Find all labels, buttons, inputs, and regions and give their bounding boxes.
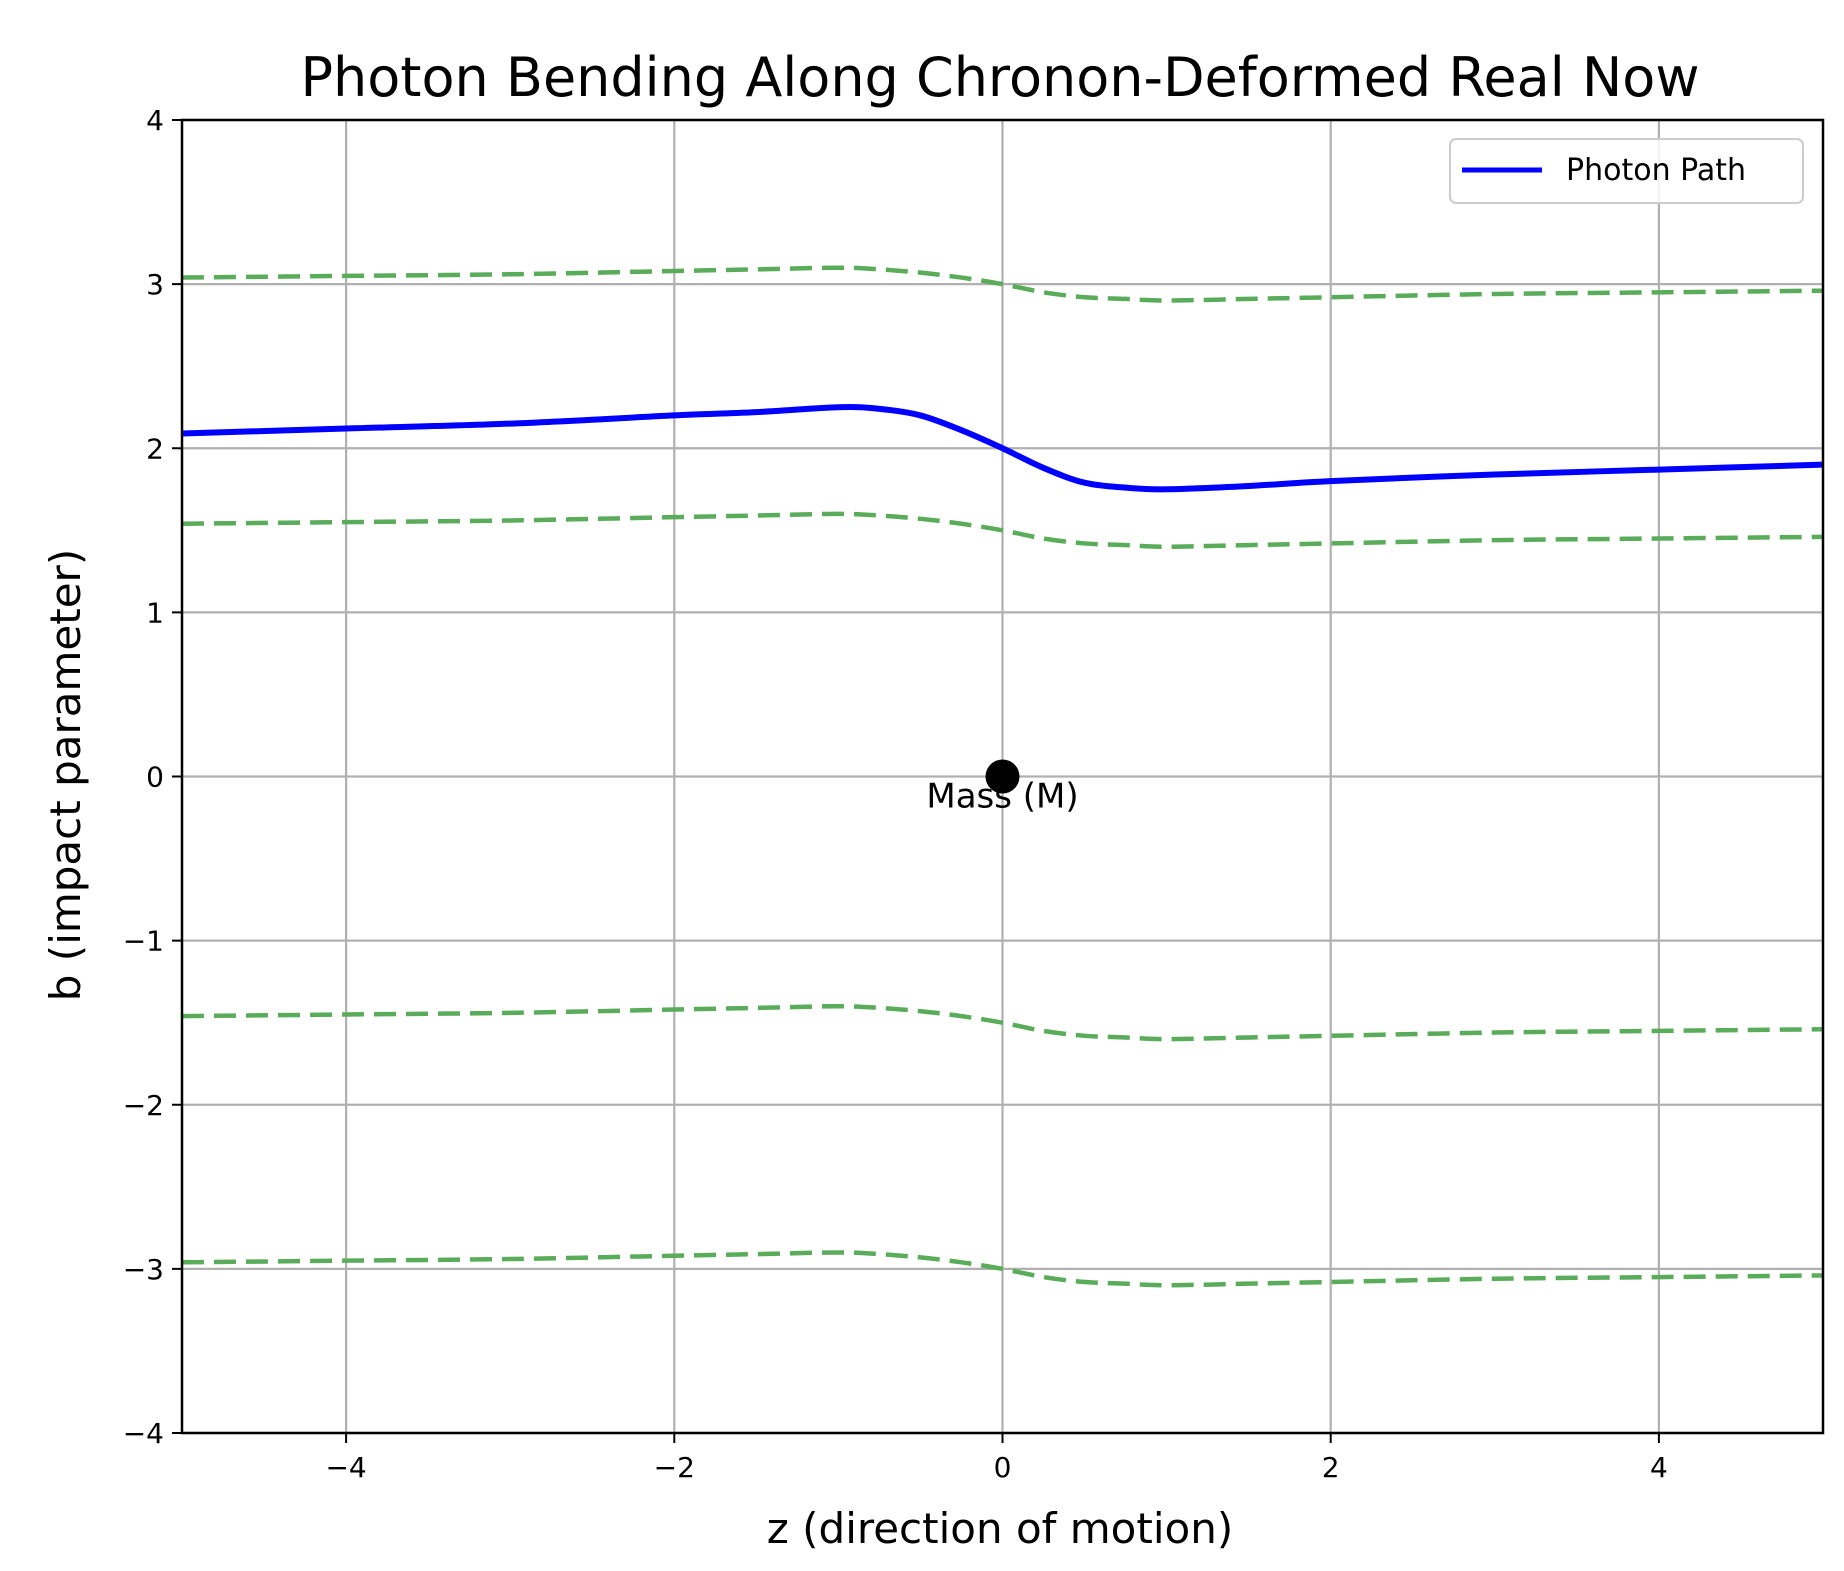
deformed-now-contour-mid-upper-line (181, 511, 1824, 549)
photon-path-line (181, 404, 1824, 493)
mass-marker (985, 759, 1020, 794)
deformed-now-contour-upper-line (181, 265, 1824, 303)
chart-title: Photon Bending Along Chronon-Deformed Re… (300, 46, 1699, 109)
y-tick-label: −1 (123, 925, 164, 958)
x-tick-label: 4 (1650, 1451, 1668, 1484)
y-tick-label: −3 (123, 1253, 164, 1286)
y-tick-label: −4 (123, 1417, 164, 1450)
mass-label: Mass (M) (926, 777, 1078, 817)
x-tick-label: 0 (994, 1451, 1012, 1484)
series-layer (181, 265, 1824, 1288)
y-tick-label: 4 (146, 104, 164, 137)
legend-label-photon-path: Photon Path (1566, 153, 1746, 188)
y-axis-label: b (impact parameter) (41, 549, 90, 1001)
y-tick-label: 2 (146, 432, 164, 465)
deformed-now-contour-lower-line (181, 1250, 1824, 1288)
x-tick-label: −2 (654, 1451, 695, 1484)
legend-box (1449, 138, 1804, 204)
y-tick-label: 1 (146, 596, 164, 629)
y-tick-label: 0 (146, 761, 164, 794)
x-tick-label: −4 (325, 1451, 366, 1484)
y-tick-label: 3 (146, 268, 164, 301)
y-tick-label: −2 (123, 1089, 164, 1122)
legend: Photon Path (1449, 138, 1804, 204)
points-layer: Mass (M) (926, 759, 1079, 817)
deformed-now-contour-mid-lower-line (181, 1004, 1824, 1042)
x-axis-label: z (direction of motion) (767, 1504, 1233, 1553)
ticks-layer: −4 −2 0 2 4 −4 −3 −2 −1 0 1 2 3 4 (123, 104, 1668, 1484)
x-tick-label: 2 (1322, 1451, 1340, 1484)
